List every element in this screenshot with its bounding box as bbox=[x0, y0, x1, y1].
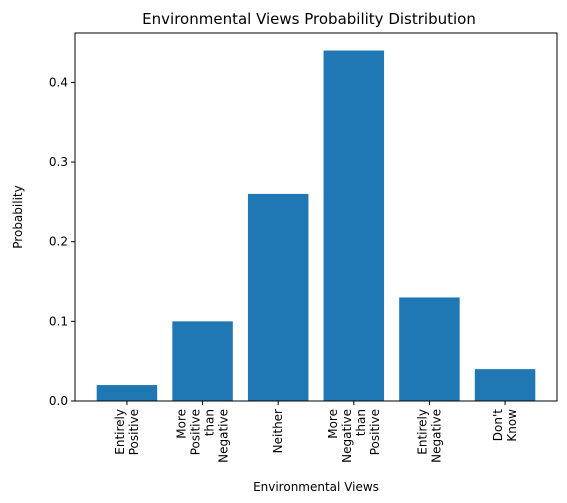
x-tick-label: than bbox=[203, 409, 217, 436]
x-tick-label: Negative bbox=[217, 409, 231, 463]
x-tick-label: Neither bbox=[271, 409, 285, 453]
bar bbox=[96, 385, 158, 401]
x-tick-label: Entirely bbox=[113, 409, 127, 455]
bar bbox=[399, 297, 460, 401]
x-tick-label: Positive bbox=[127, 409, 141, 455]
bar bbox=[474, 369, 536, 401]
y-tick-label: 0.1 bbox=[49, 314, 68, 328]
x-axis: Entirely Positive More Positive than Negative… bbox=[113, 401, 519, 463]
x-tick-label: More bbox=[175, 409, 189, 439]
x-tick-label: Positive bbox=[189, 409, 203, 455]
x-tick-label: Entirely bbox=[415, 409, 429, 455]
y-axis: 0.0 0.1 0.2 0.3 0.4 bbox=[49, 75, 75, 408]
x-tick-label: Negative bbox=[340, 409, 354, 463]
bar bbox=[247, 193, 309, 401]
x-tick-label: Negative bbox=[429, 409, 443, 463]
y-axis-label: Probability bbox=[11, 185, 25, 248]
bar bbox=[172, 321, 233, 401]
x-tick-label: than bbox=[354, 409, 368, 436]
x-tick-label: More bbox=[326, 409, 340, 439]
y-tick-label: 0.0 bbox=[49, 394, 68, 408]
y-tick-label: 0.4 bbox=[49, 75, 68, 89]
plot-frame bbox=[74, 32, 558, 402]
x-tick-label: Don't bbox=[491, 409, 505, 441]
y-tick-label: 0.2 bbox=[49, 235, 68, 249]
bar bbox=[323, 50, 385, 402]
bars-group bbox=[96, 50, 536, 402]
x-tick-label: Positive bbox=[368, 409, 382, 455]
y-tick-label: 0.3 bbox=[49, 155, 68, 169]
x-axis-label: Environmental Views bbox=[253, 480, 379, 494]
chart-title: Environmental Views Probability Distribu… bbox=[142, 10, 476, 28]
x-tick-label: Know bbox=[505, 409, 519, 442]
